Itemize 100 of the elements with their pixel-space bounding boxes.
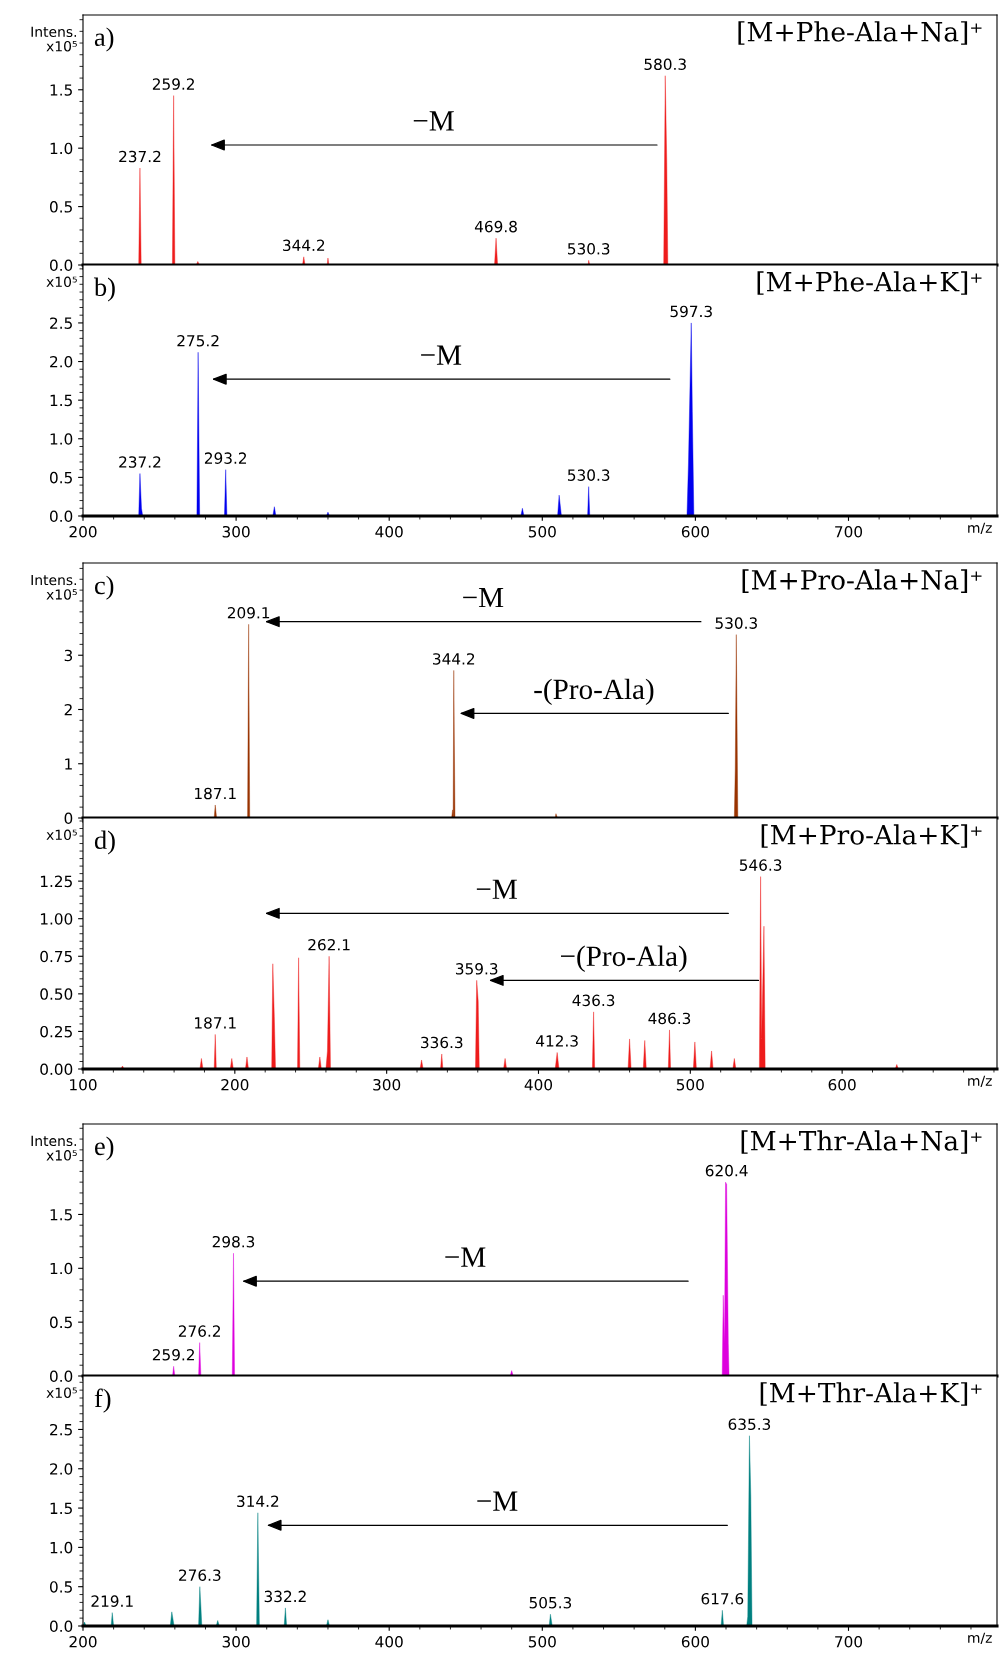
annotation: 262.1: [308, 938, 350, 951]
annotation: 530.3: [568, 469, 610, 481]
y-tick-label: 0.0: [49, 510, 73, 523]
y-tick-label: 1.5: [50, 1209, 72, 1221]
y-tick-label: 1.5: [50, 1502, 72, 1515]
y-tick-label: 0.25: [40, 1025, 72, 1038]
annotation: 412.3: [536, 1035, 578, 1047]
chart-title: b): [93, 277, 115, 302]
annotation: 275.2: [177, 334, 219, 347]
y-tick-label: 0.0: [49, 1620, 73, 1633]
y-tick-label: 2.0: [50, 356, 73, 368]
x-tick-label: 600: [681, 1635, 709, 1648]
y-tick-label: 0.00: [40, 1063, 73, 1076]
x-tick-label: 700: [835, 525, 863, 538]
y-tick-label: 1.00: [40, 913, 73, 925]
annotation: −M: [421, 345, 462, 365]
x-tick-label: 100: [70, 1078, 97, 1091]
annotation: 259.2: [152, 1349, 194, 1361]
annotation: 359.3: [455, 963, 498, 975]
annotation: 276.3: [179, 1569, 221, 1581]
chart-title: e): [95, 1136, 114, 1161]
y-tick-label: 2.5: [50, 1423, 72, 1436]
annotation: 187.1: [195, 787, 236, 800]
annotation: 336.3: [421, 1036, 463, 1049]
x-tick-label: 600: [681, 525, 709, 538]
annotation: −M: [413, 111, 454, 131]
x-tick-label: 200: [69, 1635, 97, 1648]
annotation: 530.3: [715, 617, 757, 629]
x-tick-label: 400: [524, 1078, 553, 1091]
annotation: 276.2: [178, 1325, 220, 1337]
y-tick-label: 0: [64, 812, 73, 825]
y-axis-title: x10⁵: [46, 1387, 77, 1398]
x-tick-label: 500: [528, 525, 556, 538]
annotation: 298.3: [212, 1235, 255, 1248]
y-tick-label: 1.5: [50, 394, 72, 407]
y-tick-label: 0.0: [49, 1370, 73, 1383]
y-axis-title: Intens. x10⁵: [31, 574, 77, 600]
chart-title: d): [94, 830, 115, 855]
annotation: [M+Thr-Ala+Na]⁺: [741, 1130, 982, 1154]
y-tick-label: 1.5: [50, 84, 72, 96]
y-axis-title: Intens. x10⁵: [31, 26, 77, 52]
x-axis-title: m/z: [968, 522, 992, 535]
x-tick-label: 200: [69, 525, 97, 538]
x-tick-label: 300: [222, 525, 250, 538]
annotation: 597.3: [670, 305, 712, 318]
y-tick-label: 0.5: [49, 201, 72, 213]
annotation: 344.2: [283, 239, 325, 252]
annotation: 219.1: [91, 1595, 133, 1607]
annotation: −M: [445, 1247, 486, 1267]
x-tick-label: 500: [676, 1078, 704, 1091]
y-tick-label: 1.25: [40, 875, 72, 888]
annotation: −M: [463, 588, 504, 608]
y-tick-label: 1.0: [50, 1541, 73, 1554]
x-axis-title: m/z: [968, 1632, 992, 1645]
y-tick-label: 2.5: [50, 317, 72, 329]
annotation: 617.6: [701, 1592, 744, 1605]
annotation: 314.2: [237, 1495, 279, 1508]
y-axis-title: x10⁵: [46, 829, 77, 841]
chart-title: f): [94, 1388, 111, 1413]
y-tick-label: 2.0: [50, 1463, 73, 1475]
annotation: 469.8: [474, 220, 517, 233]
annotation: −(Pro-Ala): [560, 945, 687, 973]
y-tick-label: 1.0: [50, 1262, 73, 1275]
annotation: [M+Pro-Ala+K]⁺: [761, 824, 982, 848]
x-tick-label: 300: [222, 1635, 250, 1648]
annotation: 293.2: [204, 452, 247, 464]
y-tick-label: 0.5: [49, 471, 72, 484]
x-tick-label: 600: [828, 1078, 856, 1091]
annotation: 635.3: [728, 1418, 771, 1431]
y-tick-label: 0.50: [40, 988, 73, 1000]
annotation: 436.3: [572, 994, 615, 1007]
annotation: 505.3: [529, 1596, 572, 1609]
annotation: 237.2: [119, 150, 161, 163]
annotation: 546.3: [739, 859, 782, 871]
y-axis-title: x10⁵: [46, 276, 77, 288]
y-tick-label: 0.0: [49, 259, 73, 272]
x-tick-label: 700: [835, 1635, 863, 1648]
annotation: 237.2: [119, 456, 161, 468]
annotation: [M+Thr-Ala+K]⁺: [760, 1382, 982, 1406]
annotation: −M: [476, 879, 517, 899]
annotation: -(Pro-Ala): [534, 678, 654, 706]
annotation: −M: [477, 1491, 518, 1511]
annotation: 620.4: [705, 1164, 748, 1177]
annotation: 344.2: [433, 653, 475, 665]
y-tick-label: 0.5: [49, 1581, 72, 1593]
annotation: [M+Phe-Ala+K]⁺: [757, 271, 982, 295]
annotation: 187.1: [195, 1017, 236, 1029]
annotation: 259.2: [152, 78, 194, 90]
x-tick-label: 300: [373, 1078, 401, 1091]
annotation: 332.2: [264, 1590, 306, 1603]
y-tick-label: 2: [64, 703, 72, 716]
annotation: 530.3: [568, 243, 610, 255]
y-axis-title: Intens. x10⁵: [31, 1135, 77, 1161]
annotation: [M+Phe-Ala+Na]⁺: [738, 21, 982, 45]
y-tick-label: 0.75: [40, 950, 72, 963]
x-tick-label: 500: [528, 1635, 556, 1648]
annotation: [M+Pro-Ala+Na]⁺: [742, 569, 982, 593]
y-tick-label: 1.0: [50, 433, 73, 445]
y-tick-label: 1.0: [50, 142, 73, 155]
chart-title: c): [94, 575, 114, 600]
